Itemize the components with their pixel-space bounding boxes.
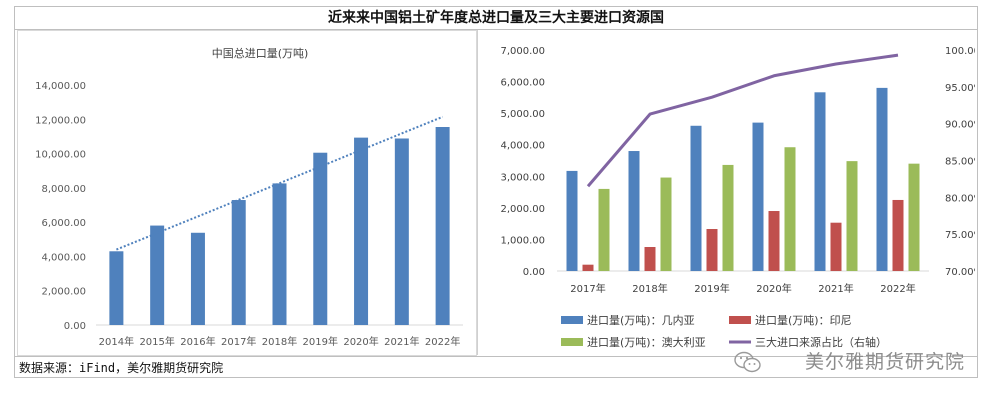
y-tick-label: 8,000.00: [41, 184, 86, 195]
y2-tick-label: 95.00%: [945, 83, 975, 94]
panel-divider: [477, 30, 478, 355]
bar: [190, 232, 205, 325]
total-import-chart: 中国总进口量(万吨) 0.00 2,000.00 4,000.00 6,000.00 8,…: [35, 46, 463, 348]
source-country-chart: 0.00 1,000.00 2,000.00 3,000.00 4,000.00 5,00…: [500, 46, 985, 349]
bar: [706, 229, 718, 271]
x-tick-label: 2022年: [880, 282, 915, 295]
bar: [354, 137, 369, 325]
y-tick-label: 4,000.00: [500, 141, 545, 152]
x-tick-label: 2019年: [694, 282, 729, 295]
x-tick-label: 2020年: [343, 335, 378, 348]
bar: [394, 138, 409, 325]
y-tick-label: 7,000.00: [500, 46, 545, 57]
bar: [660, 177, 672, 271]
bar: [892, 199, 904, 271]
legend-swatch: [729, 316, 751, 324]
x-tick-label: 2015年: [139, 335, 174, 348]
x-tick-label: 2018年: [262, 335, 297, 348]
left-chart-panel: 中国总进口量(万吨) 0.00 2,000.00 4,000.00 6,000.00 8,…: [17, 30, 477, 356]
bar: [150, 225, 165, 325]
wechat-icon: [734, 351, 761, 373]
share-line: [586, 53, 899, 188]
bar: [435, 127, 450, 325]
bar: [752, 122, 764, 271]
legend-label: 进口量(万吨)：澳大利亚: [587, 335, 706, 349]
x-tick-label: 2020年: [756, 282, 791, 295]
x-tick-label: 2021年: [384, 335, 419, 348]
x-tick-label: 2017年: [570, 282, 605, 295]
y2-tick-label: 70.00%: [945, 267, 975, 278]
y-tick-label: 5,000.00: [500, 109, 545, 120]
x-tick-label: 2017年: [221, 335, 256, 348]
bar: [272, 183, 287, 325]
chart-title: 中国总进口量(万吨): [212, 46, 309, 60]
y-tick-label: 0.00: [523, 267, 545, 278]
y-tick-label: 12,000.00: [35, 115, 86, 126]
figure-frame: 近来来中国铝土矿年度总进口量及三大主要进口资源国 中国总进口量(万吨) 0.00 2…: [14, 6, 985, 378]
watermark: 美尔雅期货研究院: [804, 351, 965, 373]
bar: [598, 188, 610, 271]
x-tick-label: 2019年: [303, 335, 338, 348]
bar: [846, 161, 858, 271]
data-source-note: 数据来源：iFind，美尔雅期货研究院: [19, 361, 224, 375]
y-tick-label: 4,000.00: [41, 252, 86, 263]
y-tick-label: 10,000.00: [35, 150, 86, 161]
y-tick-label: 2,000.00: [500, 204, 545, 215]
x-tick-label: 2022年: [425, 335, 460, 348]
bar: [722, 164, 734, 271]
figure-title: 近来来中国铝土矿年度总进口量及三大主要进口资源国: [15, 7, 977, 30]
bar: [313, 152, 328, 325]
bar: [876, 87, 888, 271]
x-tick-label: 2014年: [99, 335, 134, 348]
y2-tick-label: 80.00%: [945, 193, 975, 204]
bar: [690, 125, 702, 272]
bar: [582, 264, 594, 271]
y2-tick-label: 75.00%: [945, 230, 975, 241]
y-tick-label: 2,000.00: [41, 287, 86, 298]
y2-tick-label: 90.00%: [945, 120, 975, 131]
legend-label: 进口量(万吨)：印尼: [755, 314, 852, 327]
source-row: 数据来源：iFind，美尔雅期货研究院: [15, 356, 977, 377]
bar: [566, 170, 578, 271]
bar: [814, 92, 826, 271]
bar: [628, 151, 640, 271]
y-tick-label: 0.00: [64, 321, 86, 332]
trendline: [116, 115, 443, 251]
right-chart-panel: 0.00 1,000.00 2,000.00 3,000.00 4,000.00 5,00…: [481, 30, 985, 354]
y-tick-label: 6,000.00: [41, 218, 86, 229]
bar: [830, 222, 842, 271]
x-tick-label: 2018年: [632, 282, 667, 295]
bar: [784, 147, 796, 271]
legend-label: 三大进口来源占比（右轴）: [755, 335, 887, 349]
x-tick-label: 2016年: [180, 335, 215, 348]
y2-tick-label: 85.00%: [945, 157, 975, 168]
y-tick-label: 3,000.00: [500, 172, 545, 183]
bar: [231, 200, 246, 325]
x-tick-label: 2021年: [818, 282, 853, 295]
bar: [644, 247, 656, 271]
y2-tick-label: 100.00%: [945, 46, 975, 57]
y-tick-label: 14,000.00: [35, 81, 86, 92]
bar: [768, 211, 780, 271]
bar: [908, 163, 920, 271]
bar: [109, 251, 124, 325]
y-tick-label: 6,000.00: [500, 78, 545, 89]
legend-swatch: [561, 316, 583, 324]
legend-label: 进口量(万吨)：几内亚: [587, 313, 695, 327]
y-tick-label: 1,000.00: [500, 235, 545, 246]
legend-swatch: [561, 338, 583, 346]
